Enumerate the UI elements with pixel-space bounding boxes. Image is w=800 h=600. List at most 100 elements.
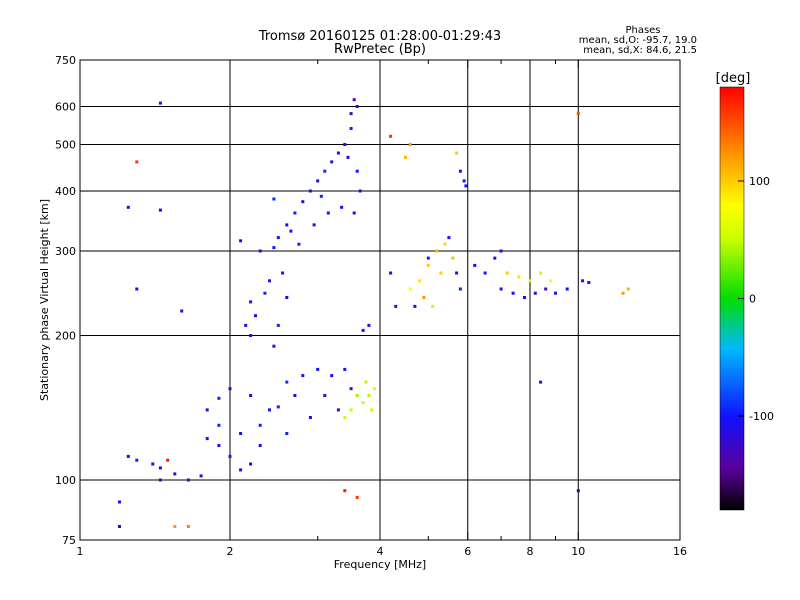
x-axis-label: Frequency [MHz] <box>334 558 426 571</box>
data-point <box>565 287 569 291</box>
data-point <box>426 256 430 260</box>
data-point <box>118 525 121 528</box>
data-point <box>254 314 257 318</box>
data-point <box>455 271 459 275</box>
data-point <box>158 478 162 482</box>
data-point <box>352 98 356 102</box>
y-tick-label: 75 <box>62 534 76 547</box>
data-point <box>281 271 285 275</box>
data-point <box>173 525 177 528</box>
data-point <box>126 205 130 209</box>
data-point <box>361 401 365 405</box>
data-point <box>268 279 271 283</box>
data-point <box>205 437 209 441</box>
data-point <box>228 387 232 391</box>
data-point <box>319 194 323 198</box>
data-point <box>349 408 353 412</box>
data-point <box>394 304 398 308</box>
data-point <box>389 271 393 275</box>
data-point <box>349 112 353 116</box>
data-point <box>308 416 312 419</box>
data-point <box>539 380 543 384</box>
data-point <box>312 223 316 227</box>
x-tick-label: 1 <box>77 545 84 558</box>
data-point <box>118 500 121 504</box>
data-point <box>276 323 280 327</box>
data-point <box>349 127 353 130</box>
data-point <box>408 287 412 291</box>
data-point <box>217 423 221 427</box>
data-point <box>367 394 371 397</box>
data-point <box>285 223 289 227</box>
chart-title: Tromsø 20160125 01:28:00-01:29:43 <box>258 29 501 44</box>
data-point <box>499 287 503 291</box>
y-tick-label: 100 <box>55 474 76 487</box>
data-point <box>499 249 503 253</box>
data-point <box>272 344 276 348</box>
y-tick-label: 400 <box>55 185 76 198</box>
data-point <box>276 405 280 409</box>
data-point <box>293 394 297 397</box>
data-point <box>587 281 591 284</box>
data-point <box>199 474 203 478</box>
data-point <box>581 279 585 283</box>
data-point <box>166 458 170 462</box>
data-point <box>126 454 130 458</box>
data-point <box>297 242 301 246</box>
data-point <box>626 287 630 291</box>
data-point <box>249 300 253 304</box>
data-point <box>186 478 190 482</box>
data-point <box>158 101 162 105</box>
data-point <box>358 189 362 193</box>
data-point <box>135 160 139 164</box>
data-point <box>367 323 371 327</box>
y-tick-label: 750 <box>55 54 76 67</box>
chart-subtitle: RwPretec (Bp) <box>334 42 426 57</box>
data-point <box>340 205 344 209</box>
data-point <box>458 169 462 173</box>
data-point <box>301 374 305 378</box>
data-point <box>462 179 466 183</box>
data-point <box>364 380 368 384</box>
data-point <box>135 287 139 291</box>
data-point <box>355 495 359 499</box>
data-point <box>576 489 580 493</box>
data-point <box>239 468 243 472</box>
data-point <box>544 287 548 291</box>
x-tick-label: 16 <box>673 545 687 558</box>
data-point <box>239 239 243 243</box>
colorbar-tick-label: 0 <box>749 293 756 306</box>
data-point <box>249 334 253 337</box>
data-point <box>272 197 276 201</box>
data-point <box>272 246 276 250</box>
data-point <box>289 229 293 233</box>
data-point <box>533 291 537 295</box>
data-point <box>355 105 359 108</box>
data-point <box>431 304 435 308</box>
data-point <box>493 256 497 260</box>
data-point <box>135 458 139 462</box>
data-point <box>422 296 426 299</box>
data-point <box>343 416 347 419</box>
data-point <box>451 256 455 260</box>
data-point <box>326 211 330 215</box>
data-point <box>239 432 243 435</box>
data-point <box>435 249 439 253</box>
data-point <box>151 462 155 466</box>
data-point <box>336 151 340 155</box>
y-tick-label: 300 <box>55 245 76 258</box>
data-point <box>389 134 393 138</box>
data-point <box>447 236 451 240</box>
data-point <box>285 380 289 384</box>
data-point <box>355 394 359 397</box>
data-point <box>458 287 462 291</box>
data-point <box>443 242 447 246</box>
data-point <box>323 169 327 173</box>
data-point <box>205 408 209 412</box>
y-tick-label: 200 <box>55 330 76 343</box>
data-point <box>473 263 477 267</box>
data-point <box>263 291 267 295</box>
data-point <box>505 271 509 275</box>
x-tick-label: 8 <box>527 545 534 558</box>
